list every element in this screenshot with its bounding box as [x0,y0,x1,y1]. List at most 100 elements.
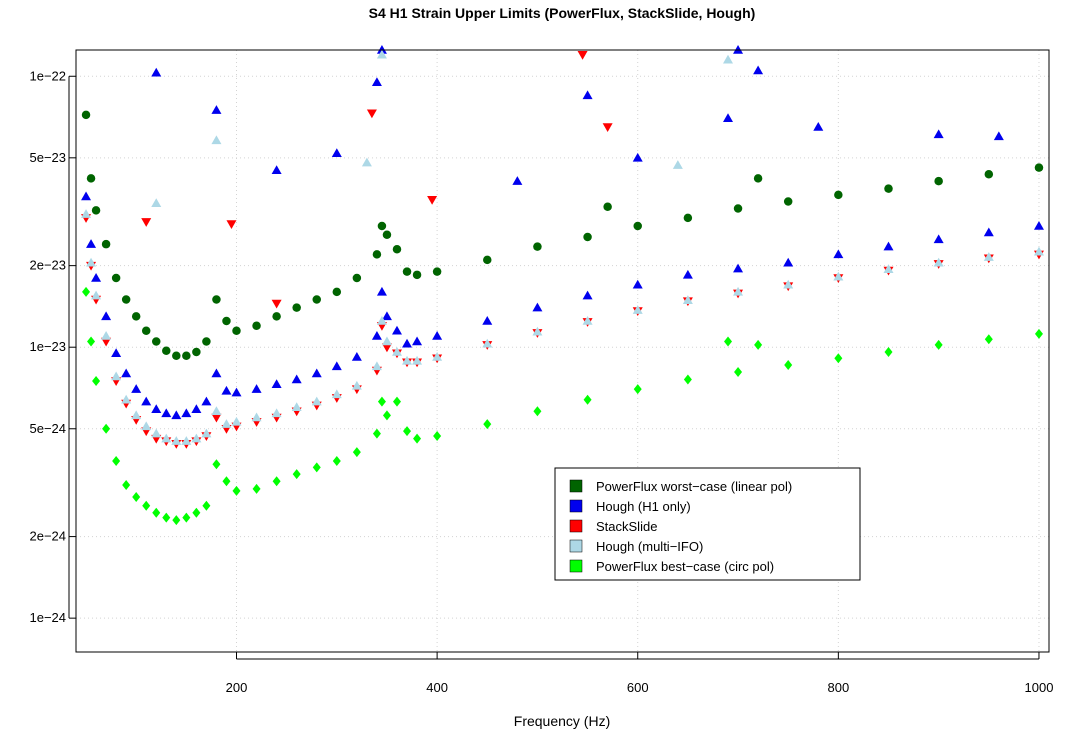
data-point [412,355,423,365]
data-point [783,279,794,289]
data-point [131,384,142,393]
x-axis-label: Frequency (Hz) [514,713,610,729]
data-point [111,371,122,381]
outlier-point [724,336,733,347]
data-point [202,337,211,346]
x-tick-label: 800 [827,680,849,695]
data-point [733,286,744,296]
chart-title: S4 H1 Strain Upper Limits (PowerFlux, St… [369,5,756,21]
data-point [1034,328,1043,339]
legend-label: Hough (multi−IFO) [596,539,703,554]
data-point [934,176,943,186]
data-point [984,169,994,179]
outlier-point [933,129,944,139]
data-point [161,433,172,443]
data-point [483,255,492,265]
data-point [784,359,793,370]
data-point [86,257,97,267]
y-tick-label: 5e−23 [29,150,66,165]
data-point [332,287,342,297]
data-point [101,337,112,347]
x-tick-label: 200 [226,680,248,695]
outlier-point [672,160,683,169]
data-point [182,351,191,360]
data-point [86,174,96,183]
series-group [81,214,1044,449]
data-point [983,227,994,237]
data-point [311,368,322,378]
data-point [191,433,202,443]
data-point [403,426,412,437]
data-point [312,462,321,473]
data-point [221,385,232,395]
outlier-point [151,67,162,77]
data-point [633,221,642,231]
data-point [142,500,151,511]
outlier-point [427,196,438,205]
x-tick-label: 400 [426,680,448,695]
data-point [221,419,232,428]
data-point [162,346,171,356]
data-point [182,512,191,523]
legend-label: PowerFlux worst−case (linear pol) [596,479,792,494]
data-point [331,361,342,371]
data-point [933,234,944,244]
data-point [412,336,423,346]
data-point [251,384,262,393]
outlier-point [582,90,593,100]
outlier-point [603,202,612,211]
x-tick-label: 1000 [1025,680,1054,695]
data-point [433,431,442,442]
data-point [151,404,162,414]
legend-swatch [569,539,583,553]
outlier-point [211,135,222,145]
data-point [382,410,391,421]
data-point [181,408,192,418]
data-point [482,315,493,325]
data-point [112,456,121,467]
data-point [101,330,112,340]
data-point [121,368,132,378]
data-point [111,273,121,283]
data-point [482,338,493,348]
outlier-point [512,176,523,185]
data-point [101,311,112,321]
data-point [376,315,387,325]
outlier-point [211,105,222,114]
data-point [331,389,342,399]
data-point [332,456,341,467]
outlier-point [226,220,237,229]
data-point [372,250,382,259]
data-point [381,336,392,346]
y-tick-label: 1e−22 [29,68,66,83]
data-point [81,209,92,218]
outlier-point [632,152,643,162]
data-point [252,321,261,330]
grid-lines [76,50,1049,652]
legend: PowerFlux worst−case (linear pol) Hough (… [554,467,861,581]
series-group [82,286,1043,526]
data-point [171,436,182,445]
data-point [402,267,412,276]
outlier-point [271,165,282,174]
data-point [733,263,744,273]
data-point [252,483,261,494]
legend-swatch [569,519,583,533]
data-point [131,312,141,321]
data-point [291,402,302,412]
y-tick-label: 2e−24 [29,529,66,544]
x-axis: 200 400 600 800 1000 [226,652,1054,695]
outlier-point [376,49,387,59]
data-point [232,326,241,336]
data-point [582,290,593,300]
outlier-point [754,339,763,350]
data-point [151,337,161,346]
legend-label: Hough (H1 only) [596,499,691,514]
data-point [91,206,101,215]
data-point [172,515,181,526]
data-point [883,264,894,273]
data-point [201,428,212,438]
data-point [432,267,442,276]
data-point [291,374,302,384]
data-point [271,408,282,418]
